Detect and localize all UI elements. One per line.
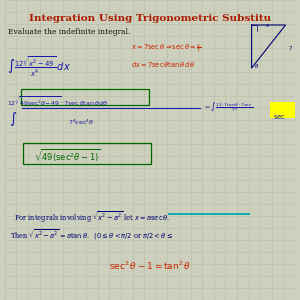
Text: $7^4\sec^4\!\theta$: $7^4\sec^4\!\theta$ <box>68 118 94 127</box>
Text: $x=7\sec\theta \Rightarrow \sec\theta=\frac{x}{7}$: $x=7\sec\theta \Rightarrow \sec\theta=\f… <box>130 42 201 55</box>
Text: $7$: $7$ <box>288 44 293 52</box>
Text: $\sqrt{49(\sec^2\!\theta-1)}$: $\sqrt{49(\sec^2\!\theta-1)}$ <box>34 148 101 165</box>
Text: $\theta$: $\theta$ <box>254 62 259 70</box>
Text: For integrals involving $\sqrt{x^2-a^2}$ let $x=a\sec\theta.$: For integrals involving $\sqrt{x^2-a^2}$… <box>14 210 171 225</box>
FancyBboxPatch shape <box>270 102 296 118</box>
Text: $x$: $x$ <box>266 22 271 29</box>
Text: $\int \frac{12\sqrt{x^2-49}}{x^4}\,dx$: $\int \frac{12\sqrt{x^2-49}}{x^4}\,dx$ <box>7 55 71 79</box>
Text: $dx=7\sec\theta\tan\theta\,d\theta$: $dx=7\sec\theta\tan\theta\,d\theta$ <box>130 60 195 69</box>
Text: $12\sqrt{49\sec^2\!\theta\!-\!49}\cdot 7\sec\theta\tan\theta\,d\theta$: $12\sqrt{49\sec^2\!\theta\!-\!49}\cdot 7… <box>7 95 108 108</box>
Text: Evaluate the indefinite integral.: Evaluate the indefinite integral. <box>8 28 130 36</box>
Text: $\int$: $\int$ <box>9 110 17 128</box>
Text: $\sec^2\theta-1=\tan^2\theta$: $\sec^2\theta-1=\tan^2\theta$ <box>109 260 191 272</box>
Text: Then $\sqrt{x^2-a^2}=a\tan\theta.\ \ (0\leq\theta<\pi/2$ or $\pi/2<\theta\leq$: Then $\sqrt{x^2-a^2}=a\tan\theta.\ \ (0\… <box>10 228 173 242</box>
Text: $=\int\frac{12\cdot7\tan\theta\cdot7\sec}{7^4}$: $=\int\frac{12\cdot7\tan\theta\cdot7\sec… <box>203 100 254 114</box>
Text: $\mathrm{sec}$: $\mathrm{sec}$ <box>273 113 286 121</box>
Text: Integration Using Trigonometric Substitu: Integration Using Trigonometric Substitu <box>29 14 271 23</box>
